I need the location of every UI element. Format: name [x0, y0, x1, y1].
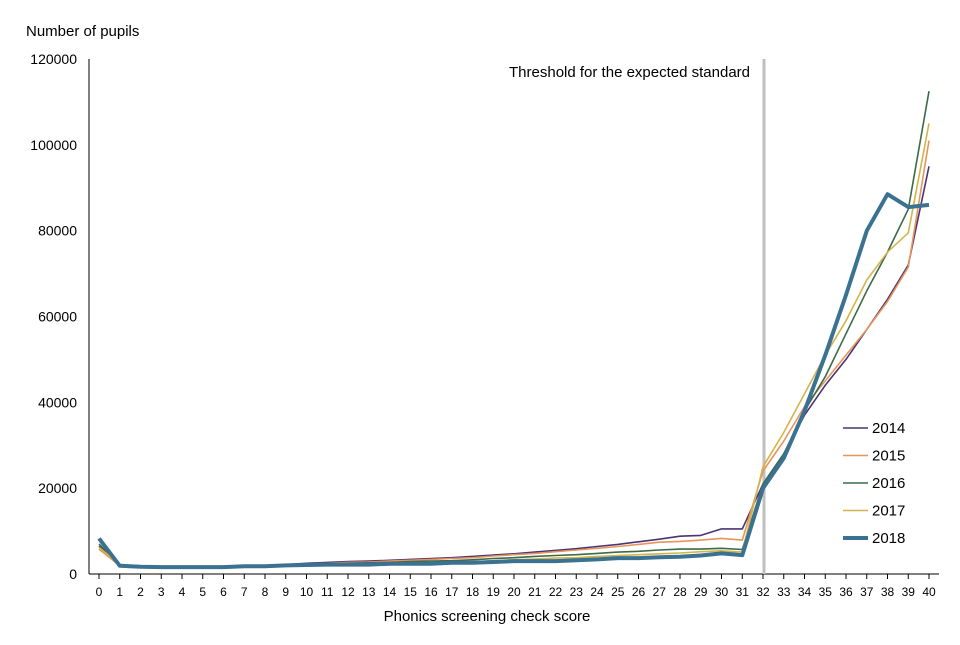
- x-tick-label: 8: [262, 585, 269, 599]
- x-tick-label: 28: [673, 585, 687, 599]
- legend-label-2015: 2015: [872, 448, 905, 465]
- series-line-2015: [98, 140, 930, 568]
- x-tick-label: 27: [653, 585, 667, 599]
- x-tick-label: 6: [220, 585, 227, 599]
- x-tick-label: 15: [404, 585, 418, 599]
- x-axis-label: Phonics screening check score: [384, 608, 591, 625]
- x-tick-label: 16: [424, 585, 438, 599]
- y-tick-label: 0: [69, 566, 77, 582]
- legend: 2014 2015 2016 2017 2018: [843, 420, 905, 547]
- x-tick-label: 9: [282, 585, 289, 599]
- x-tick-label: 23: [570, 585, 584, 599]
- threshold-label: Threshold for the expected standard: [509, 64, 750, 81]
- x-tick-label: 37: [860, 585, 874, 599]
- y-tick-label: 120000: [30, 51, 77, 67]
- x-tick-label: 14: [383, 585, 397, 599]
- y-tick-label: 80000: [38, 223, 77, 239]
- legend-label-2014: 2014: [872, 420, 905, 437]
- series-line-2018: [97, 192, 930, 570]
- x-tick-label: 19: [487, 585, 501, 599]
- legend-label-2016: 2016: [872, 475, 905, 492]
- series-line-2016: [98, 91, 930, 568]
- x-tick-label: 7: [241, 585, 248, 599]
- legend-label-2018: 2018: [872, 530, 905, 547]
- x-tick-label: 40: [922, 585, 936, 599]
- x-tick-label: 29: [694, 585, 708, 599]
- x-tick-label: 20: [507, 585, 521, 599]
- x-tick-label: 31: [736, 585, 750, 599]
- y-axis-label: Number of pupils: [26, 23, 139, 40]
- x-tick-label: 39: [902, 585, 916, 599]
- x-tick-label: 0: [96, 585, 103, 599]
- x-tick-label: 12: [341, 585, 355, 599]
- x-tick-label: 17: [445, 585, 459, 599]
- x-tick-label: 3: [158, 585, 165, 599]
- x-tick-label: 11: [321, 585, 334, 599]
- x-tick-label: 35: [819, 585, 833, 599]
- y-tick-label: 60000: [38, 309, 77, 325]
- x-tick-label: 25: [611, 585, 625, 599]
- x-tick-label: 1: [116, 585, 123, 599]
- x-tick-label: 2: [137, 585, 144, 599]
- series-line-2017: [98, 123, 930, 568]
- y-tick-label: 100000: [30, 137, 77, 153]
- series-line-2014: [98, 166, 930, 568]
- x-tick-label: 22: [549, 585, 563, 599]
- x-tick-label: 33: [777, 585, 791, 599]
- x-tick-label: 13: [362, 585, 376, 599]
- x-tick-label: 34: [798, 585, 812, 599]
- x-tick-label: 21: [528, 585, 542, 599]
- x-tick-label: 38: [881, 585, 895, 599]
- x-tick-label: 5: [199, 585, 206, 599]
- y-tick-label: 20000: [38, 480, 77, 496]
- x-tick-label: 30: [715, 585, 729, 599]
- x-tick-label: 32: [756, 585, 770, 599]
- x-tick-label: 26: [632, 585, 646, 599]
- x-tick-label: 24: [590, 585, 604, 599]
- legend-label-2017: 2017: [872, 503, 905, 520]
- y-tick-label: 40000: [38, 394, 77, 410]
- x-tick-label: 18: [466, 585, 480, 599]
- x-tick-label: 36: [839, 585, 853, 599]
- x-tick-label: 4: [179, 585, 186, 599]
- x-tick-label: 10: [300, 585, 314, 599]
